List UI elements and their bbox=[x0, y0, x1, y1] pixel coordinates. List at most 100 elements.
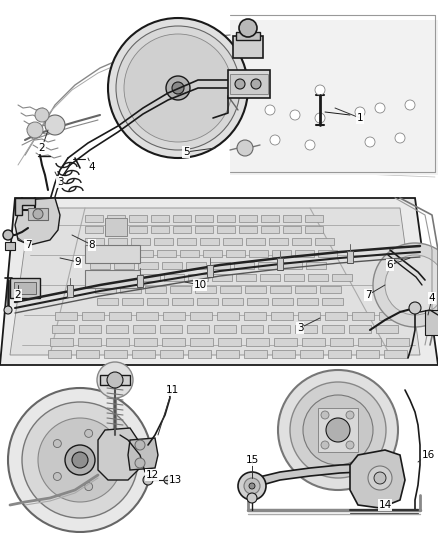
Bar bbox=[14, 282, 36, 294]
Polygon shape bbox=[0, 198, 438, 365]
Bar bbox=[79, 325, 101, 333]
Bar bbox=[241, 325, 263, 333]
Bar bbox=[85, 270, 140, 288]
Text: 1: 1 bbox=[357, 113, 363, 123]
Bar bbox=[104, 350, 127, 358]
Bar bbox=[306, 262, 326, 269]
Text: 2: 2 bbox=[15, 290, 21, 300]
Bar bbox=[270, 286, 291, 293]
Polygon shape bbox=[230, 20, 438, 175]
Bar bbox=[107, 215, 125, 222]
Polygon shape bbox=[98, 428, 138, 480]
Text: 12: 12 bbox=[145, 470, 159, 480]
Bar bbox=[48, 350, 71, 358]
Circle shape bbox=[116, 26, 240, 150]
Circle shape bbox=[321, 411, 329, 419]
Bar bbox=[308, 274, 328, 281]
Bar bbox=[284, 274, 304, 281]
Bar bbox=[258, 262, 278, 269]
Bar bbox=[305, 226, 323, 233]
Circle shape bbox=[249, 483, 255, 489]
Bar bbox=[85, 245, 140, 263]
Circle shape bbox=[405, 100, 415, 110]
Bar bbox=[244, 312, 266, 320]
Bar bbox=[220, 286, 241, 293]
Bar bbox=[107, 226, 125, 233]
Bar bbox=[114, 262, 134, 269]
Circle shape bbox=[346, 441, 354, 449]
Bar bbox=[129, 226, 147, 233]
Circle shape bbox=[8, 388, 152, 532]
Circle shape bbox=[395, 133, 405, 143]
Circle shape bbox=[172, 82, 184, 94]
Circle shape bbox=[409, 302, 421, 314]
Bar bbox=[322, 298, 343, 305]
Bar bbox=[217, 312, 239, 320]
Bar bbox=[283, 215, 301, 222]
Bar bbox=[246, 338, 269, 346]
Bar bbox=[106, 325, 128, 333]
Polygon shape bbox=[10, 208, 420, 355]
Bar bbox=[105, 218, 127, 236]
Bar bbox=[195, 215, 213, 222]
Bar bbox=[260, 274, 280, 281]
Bar bbox=[151, 215, 169, 222]
Bar bbox=[97, 298, 118, 305]
Bar bbox=[292, 238, 311, 245]
Bar bbox=[188, 274, 208, 281]
Bar bbox=[187, 325, 209, 333]
Bar bbox=[234, 262, 254, 269]
Bar bbox=[188, 350, 211, 358]
Bar bbox=[277, 258, 283, 270]
Bar bbox=[82, 312, 104, 320]
Bar bbox=[88, 250, 107, 257]
Bar bbox=[325, 312, 347, 320]
Circle shape bbox=[315, 113, 325, 123]
Bar bbox=[271, 312, 293, 320]
Bar bbox=[376, 325, 398, 333]
Bar bbox=[190, 338, 213, 346]
Circle shape bbox=[53, 440, 61, 448]
Bar bbox=[268, 325, 290, 333]
Bar bbox=[207, 265, 213, 277]
Bar bbox=[195, 286, 216, 293]
Bar bbox=[151, 226, 169, 233]
Polygon shape bbox=[350, 450, 405, 508]
Circle shape bbox=[97, 362, 133, 398]
Bar bbox=[136, 312, 158, 320]
Bar bbox=[203, 250, 222, 257]
Bar bbox=[145, 286, 166, 293]
Bar bbox=[330, 338, 353, 346]
Bar bbox=[274, 338, 297, 346]
Circle shape bbox=[303, 395, 373, 465]
Bar bbox=[90, 262, 110, 269]
Polygon shape bbox=[248, 464, 360, 494]
Bar bbox=[195, 226, 213, 233]
Bar bbox=[236, 274, 256, 281]
Bar bbox=[295, 286, 316, 293]
Bar bbox=[272, 250, 291, 257]
Bar bbox=[297, 298, 318, 305]
Bar bbox=[272, 350, 295, 358]
Circle shape bbox=[290, 110, 300, 120]
Bar bbox=[157, 250, 176, 257]
Bar bbox=[384, 350, 407, 358]
Circle shape bbox=[45, 115, 65, 135]
Text: 4: 4 bbox=[88, 162, 95, 172]
Bar bbox=[318, 408, 358, 452]
Text: 3: 3 bbox=[297, 323, 303, 333]
Bar bbox=[217, 226, 235, 233]
Bar bbox=[132, 350, 155, 358]
Bar bbox=[162, 262, 182, 269]
Circle shape bbox=[238, 472, 266, 500]
Bar bbox=[108, 238, 127, 245]
Bar bbox=[154, 238, 173, 245]
Bar bbox=[134, 338, 157, 346]
Bar bbox=[318, 250, 337, 257]
Text: 8: 8 bbox=[88, 240, 95, 250]
Bar bbox=[109, 312, 131, 320]
Bar bbox=[173, 226, 191, 233]
Bar bbox=[214, 325, 236, 333]
Circle shape bbox=[251, 79, 261, 89]
Circle shape bbox=[321, 441, 329, 449]
